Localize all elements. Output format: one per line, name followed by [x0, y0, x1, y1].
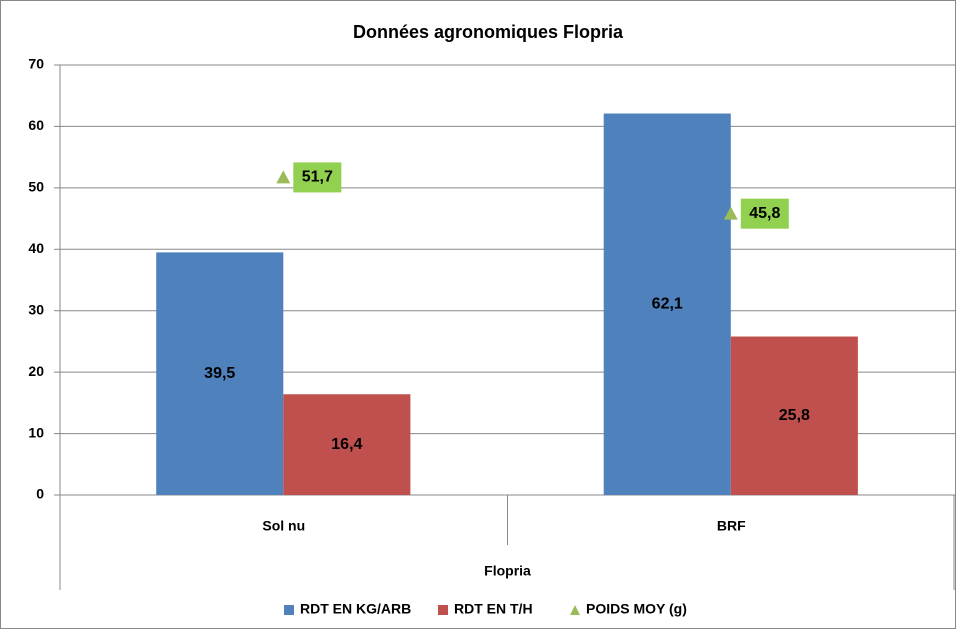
x-tick-label: Sol nu	[262, 518, 305, 534]
value-label-box	[293, 162, 342, 193]
bar	[156, 252, 284, 495]
value-label-box	[740, 198, 789, 229]
bar	[283, 394, 411, 495]
bar	[603, 113, 731, 496]
marker	[723, 206, 738, 220]
y-tick-label: 30	[28, 301, 44, 317]
legend-label: RDT EN T/H	[454, 601, 533, 617]
bar	[730, 336, 858, 495]
value-label: 62,1	[652, 295, 683, 312]
y-tick-label: 50	[28, 179, 44, 195]
legend-swatch	[438, 605, 448, 615]
y-tick-label: 10	[28, 424, 44, 440]
y-tick-label: 20	[28, 363, 44, 379]
legend-swatch	[570, 605, 580, 615]
y-tick-label: 0	[36, 486, 44, 502]
x-tick-label: BRF	[717, 518, 746, 534]
legend-swatch	[284, 605, 294, 615]
value-label: 25,8	[779, 407, 810, 424]
legend-label: POIDS MOY (g)	[586, 601, 687, 617]
value-label: 39,5	[204, 365, 235, 382]
y-tick-label: 40	[28, 240, 44, 256]
value-label: 45,8	[749, 205, 780, 222]
y-tick-label: 70	[28, 56, 44, 72]
chart-title: Données agronomiques Flopria	[353, 22, 624, 42]
marker	[276, 170, 291, 184]
value-label: 16,4	[331, 436, 362, 453]
legend-label: RDT EN KG/ARB	[300, 601, 411, 617]
y-tick-label: 60	[28, 117, 44, 133]
value-label: 51,7	[302, 169, 333, 186]
x-axis-label: Flopria	[484, 563, 531, 579]
